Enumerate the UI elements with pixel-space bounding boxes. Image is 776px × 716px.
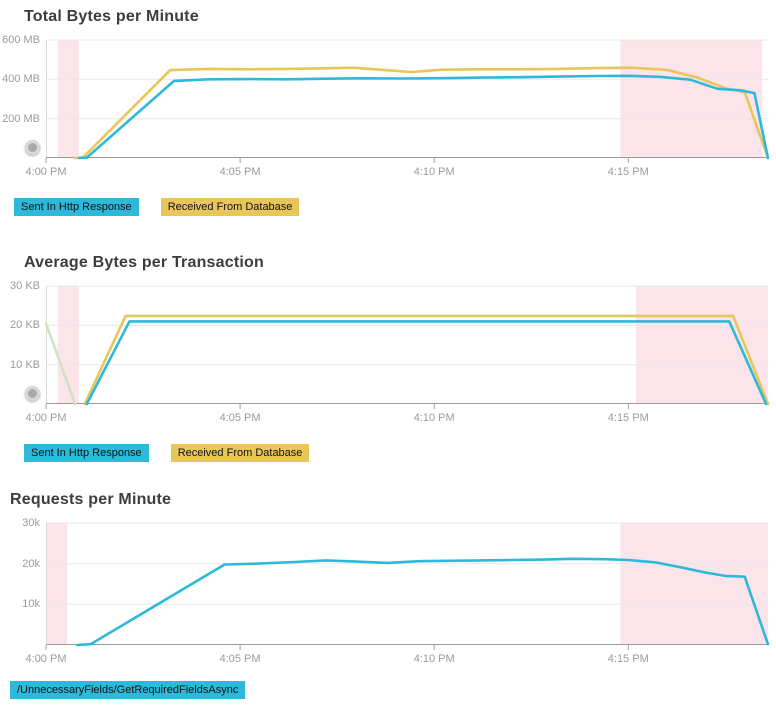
- highlight-band: [620, 523, 768, 645]
- plot-area[interactable]: [45, 39, 770, 163]
- legend-item[interactable]: Sent In Http Response: [24, 444, 149, 462]
- time-scrubber-handle[interactable]: [25, 140, 40, 155]
- legend: Sent In Http Response Received From Datab…: [14, 198, 776, 216]
- series-line: [73, 66, 770, 160]
- y-axis-label: 10 KB: [10, 358, 40, 371]
- x-axis-label: 4:15 PM: [607, 166, 649, 178]
- x-axis-label: 4:10 PM: [413, 412, 455, 424]
- legend-item[interactable]: Sent In Http Response: [14, 198, 139, 216]
- plot-wrap: 600 MB 400 MB 200 MB 4:00 PM 4:05 PM 4:10 PM 4…: [0, 34, 776, 178]
- y-axis-label: 400 MB: [2, 73, 40, 86]
- x-axis-label: 4:15 PM: [607, 653, 649, 665]
- plot-area[interactable]: [44, 285, 770, 409]
- series-line: [77, 74, 770, 160]
- highlight-band: [57, 40, 79, 158]
- series-line: [44, 322, 77, 406]
- y-axis-label: 200 MB: [2, 112, 40, 125]
- y-axis-label: 20 KB: [10, 319, 40, 332]
- series-line: [83, 314, 770, 406]
- plot-wrap: 30 KB 20 KB 10 KB 4:00 PM 4:05 PM 4:10 PM 4:15…: [0, 280, 776, 424]
- y-axis-label: 30 KB: [10, 280, 40, 292]
- chart-canvas: [45, 39, 770, 163]
- chart-title: Average Bytes per Transaction: [24, 254, 264, 271]
- x-axis-label: 4:00 PM: [25, 653, 67, 665]
- legend-item[interactable]: Received From Database: [170, 444, 310, 462]
- x-axis-label: 4:05 PM: [219, 166, 261, 178]
- x-axis-label: 4:10 PM: [413, 653, 455, 665]
- y-axis-label: 600 MB: [2, 34, 40, 46]
- chart-total-bytes-per-minute: Total Bytes per Minute 600 MB 400 MB 200 M…: [0, 8, 776, 216]
- chart-requests-per-minute: Requests per Minute 30k 20k 10k 4:00 PM 4:05…: [0, 491, 776, 699]
- legend: /UnnecessaryFields/GetRequiredFieldsAsyn…: [10, 681, 776, 699]
- plot-area[interactable]: [45, 522, 770, 650]
- x-axis-label: 4:00 PM: [25, 412, 67, 424]
- highlight-band: [636, 286, 768, 404]
- x-axis-label: 4:15 PM: [607, 412, 649, 424]
- y-axis-label: 30k: [22, 517, 40, 529]
- plot-wrap: 30k 20k 10k 4:00 PM 4:05 PM 4:10 PM 4:15 PM: [0, 517, 776, 665]
- time-scrubber-handle[interactable]: [25, 386, 40, 401]
- chart-title: Total Bytes per Minute: [24, 8, 199, 25]
- metrics-dashboard: Total Bytes per Minute 600 MB 400 MB 200 M…: [0, 8, 776, 699]
- legend-item[interactable]: Received From Database: [160, 198, 300, 216]
- legend: Sent In Http Response Received From Datab…: [24, 444, 776, 462]
- x-axis-label: 4:10 PM: [413, 166, 455, 178]
- chart-canvas: [44, 285, 770, 409]
- chart-canvas: [45, 522, 770, 650]
- y-axis-label: 10k: [22, 598, 40, 611]
- x-axis-label: 4:05 PM: [219, 412, 261, 424]
- x-axis-label: 4:00 PM: [25, 166, 67, 178]
- highlight-band: [46, 523, 68, 645]
- series-line: [85, 320, 768, 406]
- y-axis-label: 20k: [22, 557, 40, 570]
- series-line: [75, 557, 770, 647]
- chart-average-bytes-per-transaction: Average Bytes per Transaction 30 KB 20 KB…: [0, 254, 776, 462]
- highlight-band: [620, 40, 763, 158]
- highlight-band: [57, 286, 79, 404]
- x-axis-label: 4:05 PM: [219, 653, 261, 665]
- legend-item[interactable]: /UnnecessaryFields/GetRequiredFieldsAsyn…: [10, 681, 246, 699]
- chart-title: Requests per Minute: [10, 491, 172, 508]
